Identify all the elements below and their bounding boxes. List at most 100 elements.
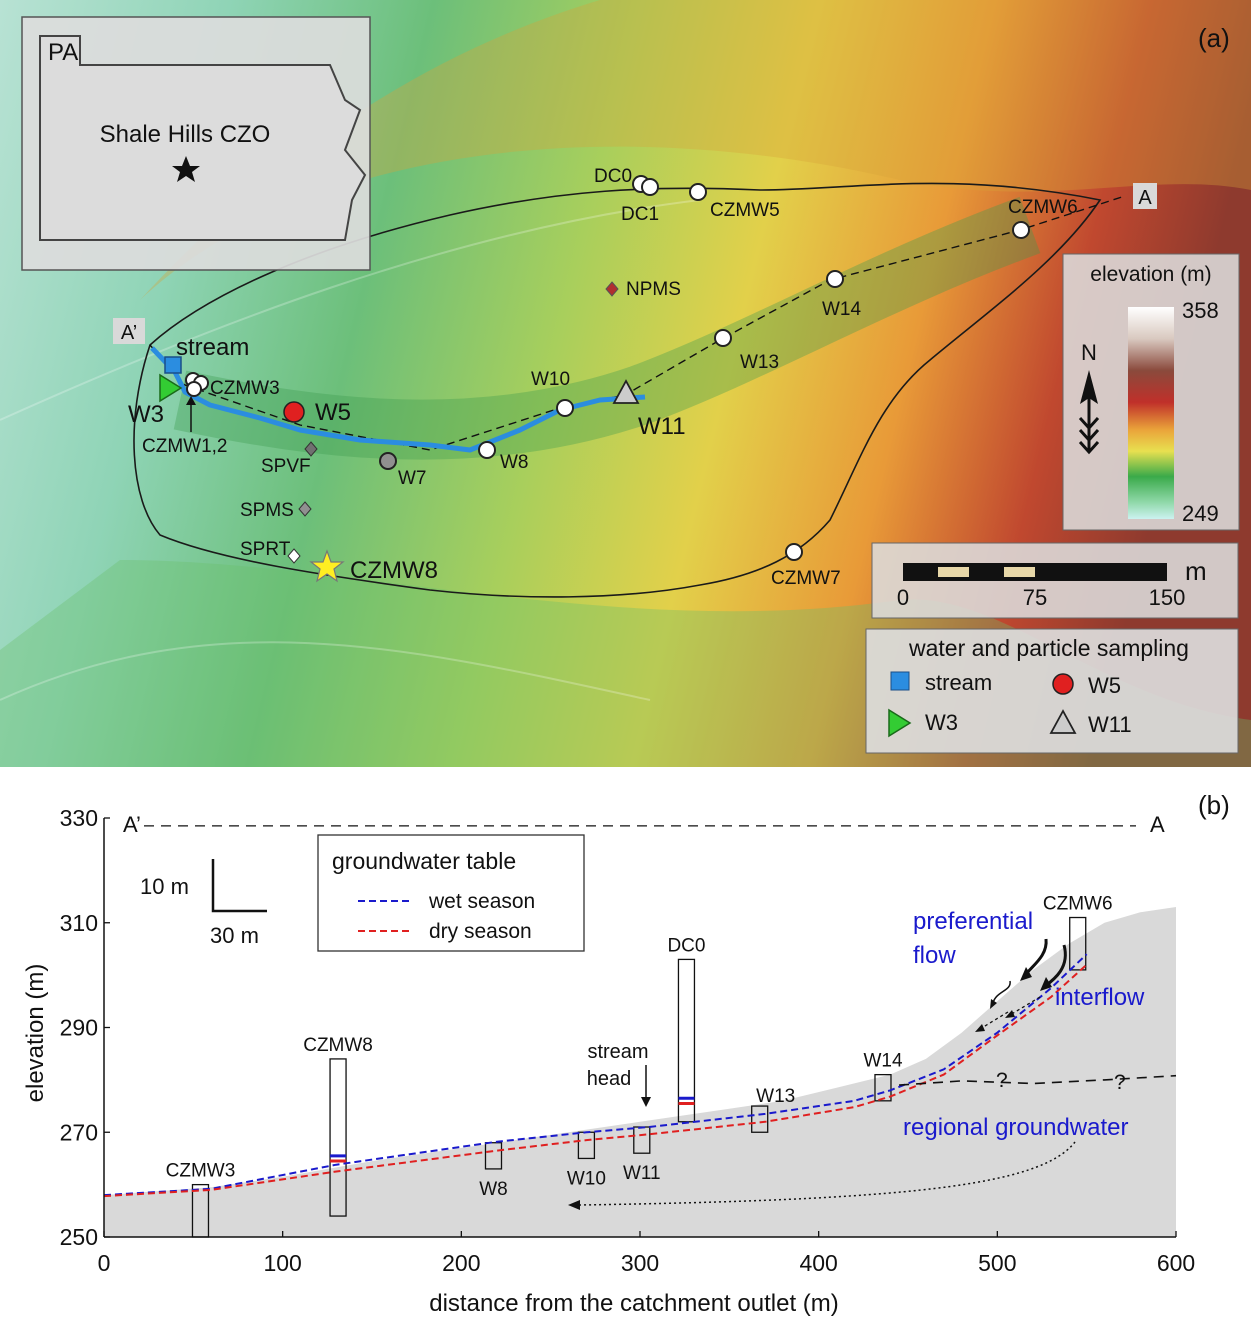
site-w7-marker[interactable] xyxy=(379,452,397,470)
site-w14-marker[interactable] xyxy=(826,270,844,288)
y-tick-label: 250 xyxy=(60,1224,98,1250)
label-dc1: DC1 xyxy=(621,204,659,225)
interflow-arrowhead-icon xyxy=(975,1024,985,1032)
site-czmw8-marker[interactable] xyxy=(309,549,345,583)
legend-w11-label: W11 xyxy=(1088,712,1132,737)
y-tick-label: 310 xyxy=(60,910,98,936)
x-tick-label: 400 xyxy=(799,1250,837,1276)
site-czmw6-marker[interactable] xyxy=(1012,221,1030,239)
sampling-legend: water and particle sampling stream W5 W3… xyxy=(865,628,1239,754)
y-tick-label: 290 xyxy=(60,1015,98,1041)
y-tick-label: 270 xyxy=(60,1119,98,1145)
x-tick-label: 100 xyxy=(263,1250,301,1276)
dry-season-water-table xyxy=(103,963,1088,1198)
catchment-boundary xyxy=(133,182,1102,598)
groundwater-legend: groundwater table wet season dry season xyxy=(317,834,585,952)
site-czmw12-marker[interactable] xyxy=(186,381,202,397)
north-label: N xyxy=(1081,340,1097,365)
map-panel: PA Shale Hills CZO (a) A A’ DC0 DC1 CZMW xyxy=(0,0,1251,767)
site-dc1-marker[interactable] xyxy=(641,178,659,196)
cross-section-chart: CZMW3 CZMW8 W8 W10 W11 DC0 W13 W14 CZMW6 0 100 200… xyxy=(22,790,1230,1317)
preferential-flow-arrowhead-icon xyxy=(1020,967,1032,981)
interflow-arrowhead-icon xyxy=(1005,1010,1015,1018)
axes-layer: 0 100 200 300 400 500 600 250 270 290 310 330 xyxy=(60,805,1196,1276)
inset-state-label: PA xyxy=(48,39,78,66)
site-w5-marker[interactable] xyxy=(283,401,305,423)
scale-tick-0: 0 xyxy=(897,585,909,610)
scale-bar-segment xyxy=(1004,567,1035,577)
well-w8 xyxy=(484,1142,503,1170)
well-label-w11: W11 xyxy=(623,1163,661,1184)
unknown-mark-1: ? xyxy=(996,1069,1008,1092)
groundwater-legend-title: groundwater table xyxy=(332,848,516,874)
legend-w3-label: W3 xyxy=(925,710,958,735)
scale-indicator xyxy=(211,859,267,913)
label-czmw3: CZMW3 xyxy=(210,378,280,399)
interflow-arrow xyxy=(992,980,1011,1004)
interflow-label: interflow xyxy=(1055,984,1145,1011)
transect-start-label: A’ xyxy=(121,322,137,344)
label-czmw12: CZMW1,2 xyxy=(142,436,228,457)
wet-season-water-table xyxy=(103,953,1088,1197)
x-tick-label: 0 xyxy=(98,1250,111,1276)
label-w11: W11 xyxy=(638,413,686,440)
regional-groundwater-label: regional groundwater xyxy=(903,1114,1128,1141)
transect-start-label-b: A’ xyxy=(123,812,141,837)
site-w3-marker[interactable] xyxy=(159,373,183,403)
label-czmw8: CZMW8 xyxy=(350,557,438,584)
site-npms-marker[interactable] xyxy=(605,281,619,297)
site-w11-marker[interactable] xyxy=(612,379,640,404)
label-sprt: SPRT xyxy=(240,539,291,560)
site-czmw7-marker[interactable] xyxy=(785,543,803,561)
elevation-max-label: 358 xyxy=(1182,298,1219,323)
north-arrow-fletching-icon xyxy=(1078,416,1100,455)
inset-site-label: Shale Hills CZO xyxy=(100,121,271,148)
transect-end-label-b: A xyxy=(1150,812,1165,837)
wells-layer: CZMW3 CZMW8 W8 W10 W11 DC0 W13 W14 CZMW6 xyxy=(166,894,1113,1238)
preferential-flow-label-1: preferential xyxy=(913,908,1033,935)
label-czmw6: CZMW6 xyxy=(1008,197,1078,218)
regional-flow-arrowhead-icon xyxy=(568,1200,580,1210)
well-label-dc0: DC0 xyxy=(667,935,705,956)
panel-label-b: (b) xyxy=(1198,790,1230,820)
well-label-czmw6: CZMW6 xyxy=(1043,894,1113,915)
sampling-legend-title: water and particle sampling xyxy=(908,635,1189,661)
north-ridge xyxy=(140,0,1251,300)
legend-stream-label: stream xyxy=(925,670,992,695)
label-w8: W8 xyxy=(500,452,529,473)
stream-head-label-1: stream xyxy=(587,1041,648,1063)
site-sprt-marker[interactable] xyxy=(287,548,301,564)
elevation-legend: elevation (m) 358 249 N xyxy=(1062,253,1240,531)
pennsylvania-outline xyxy=(39,35,367,241)
well-label-w13: W13 xyxy=(756,1086,795,1107)
preferential-flow-label-2: flow xyxy=(913,942,956,969)
stream-head-arrow-icon xyxy=(641,1097,651,1107)
label-w5: W5 xyxy=(315,399,351,426)
well-czmw6 xyxy=(1069,916,1087,971)
label-w3: W3 xyxy=(128,401,164,428)
site-spms-marker[interactable] xyxy=(298,501,312,517)
well-label-czmw8: CZMW8 xyxy=(303,1035,373,1056)
horizontal-scale-label: 30 m xyxy=(210,923,259,948)
well-czmw8 xyxy=(329,1058,347,1217)
legend-dry-label: dry season xyxy=(429,920,532,943)
x-tick-label: 600 xyxy=(1157,1250,1195,1276)
site-spvf-marker[interactable] xyxy=(304,441,318,457)
x-axis-title: distance from the catchment outlet (m) xyxy=(429,1290,839,1317)
site-czmw5-marker[interactable] xyxy=(689,183,707,201)
hillshade-line xyxy=(0,641,651,701)
preferential-flow-arrowhead-icon xyxy=(1040,977,1052,991)
label-npms: NPMS xyxy=(626,279,681,300)
legend-wet-label: wet season xyxy=(428,890,535,913)
well-w13 xyxy=(751,1105,769,1133)
site-w10-marker[interactable] xyxy=(556,399,574,417)
site-w8-marker[interactable] xyxy=(478,441,496,459)
vertical-scale-label: 10 m xyxy=(140,874,189,899)
scale-bar: m 0 75 150 xyxy=(871,542,1239,619)
y-tick-label: 330 xyxy=(60,805,98,831)
x-tick-label: 500 xyxy=(978,1250,1016,1276)
site-w13-marker[interactable] xyxy=(714,329,732,347)
regional-flow-arrow xyxy=(579,1141,1076,1206)
site-stream-marker[interactable] xyxy=(164,356,182,374)
site-star-icon xyxy=(172,156,200,182)
